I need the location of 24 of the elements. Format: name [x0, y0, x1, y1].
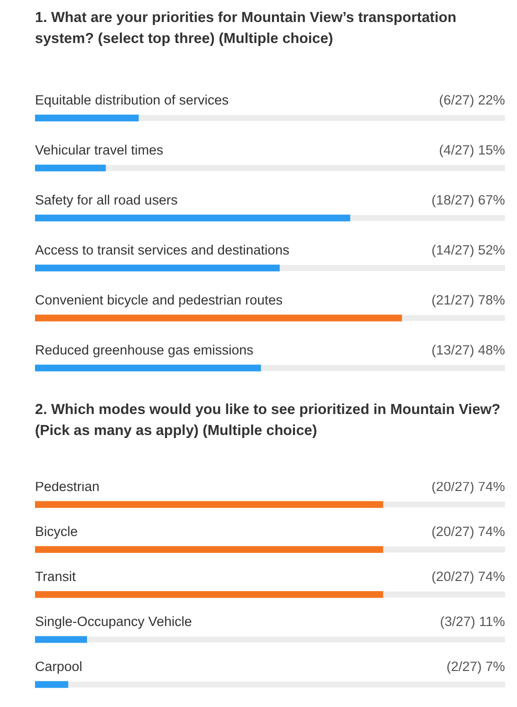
data-label: (6/27) 22%: [438, 92, 505, 108]
y-tick-label: Safety for all road users: [35, 192, 178, 208]
data-label: (2/27) 7%: [446, 659, 505, 674]
chart-title: 2. Which modes would you like to see prioritized in Mountain View? (Pick as many as apply) (Multiple choice): [35, 401, 502, 441]
data-label: (18/27) 67%: [431, 192, 505, 208]
chart-title: 1. What are your priorities for Mountain View’s transportation system? (select top three) (Multiple choice): [35, 9, 458, 49]
bar: [35, 164, 106, 172]
data-label: (20/27) 74%: [431, 524, 505, 540]
y-tick-label: Convenient bicycle and pedestrian routes: [35, 292, 283, 308]
y-tick-label: Reduced greenhouse gas emissions: [35, 342, 254, 358]
y-tick-label: Bicycle: [35, 524, 78, 540]
bar: [35, 114, 139, 122]
y-tick-label: Single-Occupancy Vehicle: [35, 614, 192, 630]
data-label: (4/27) 15%: [438, 142, 505, 158]
y-tick-label: Carpool: [35, 659, 82, 674]
data-label: (21/27) 78%: [431, 292, 505, 308]
data-label: (20/27) 74%: [431, 569, 505, 584]
data-label: (3/27) 11%: [440, 614, 505, 630]
y-tick-label: Transit: [35, 569, 76, 584]
y-tick-label: Vehicular travel times: [35, 142, 164, 158]
data-label: (13/27) 48%: [431, 342, 505, 358]
data-label: (14/27) 52%: [431, 242, 505, 258]
y-tick-label: Equitable distribution of services: [35, 92, 229, 108]
y-tick-label: Access to transit services and destinations: [35, 242, 290, 258]
